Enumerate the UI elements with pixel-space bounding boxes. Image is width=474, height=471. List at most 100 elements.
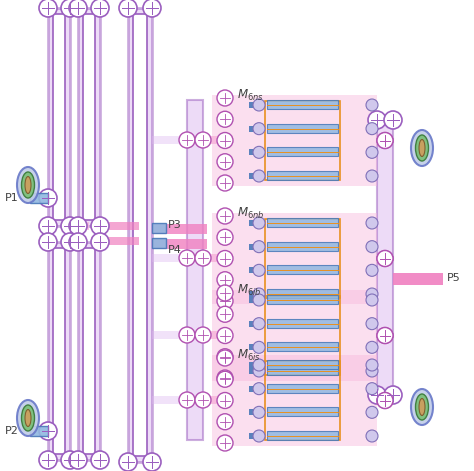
Ellipse shape (21, 405, 35, 431)
Circle shape (384, 111, 402, 129)
Bar (267, 384, 338, 393)
Circle shape (119, 453, 137, 471)
Bar (267, 124, 338, 133)
Text: $M_{6is}$: $M_{6is}$ (237, 348, 261, 363)
Circle shape (61, 451, 79, 469)
Bar (212, 355, 377, 446)
Circle shape (217, 370, 233, 386)
Circle shape (217, 414, 233, 430)
Bar (267, 431, 338, 440)
Circle shape (366, 382, 378, 395)
Bar (187, 100, 203, 440)
Bar (267, 100, 338, 109)
Bar (53, 248, 65, 454)
Circle shape (253, 430, 265, 442)
Circle shape (253, 382, 265, 395)
Bar (267, 342, 338, 351)
Circle shape (61, 0, 79, 17)
Circle shape (253, 264, 265, 276)
Circle shape (253, 288, 265, 300)
Text: P3: P3 (168, 220, 182, 230)
Circle shape (377, 327, 393, 343)
Ellipse shape (419, 139, 425, 156)
Bar (152, 136, 203, 144)
Circle shape (217, 251, 233, 267)
Text: $M_{6ns}$: $M_{6ns}$ (237, 88, 264, 103)
Bar (267, 407, 338, 416)
Circle shape (39, 233, 57, 251)
Circle shape (217, 371, 233, 387)
Bar (267, 171, 338, 180)
Bar (152, 224, 207, 234)
Bar (249, 433, 263, 439)
Circle shape (253, 217, 265, 229)
Bar (91, 222, 139, 230)
Circle shape (366, 146, 378, 158)
Bar (78, 8, 100, 226)
Circle shape (366, 294, 378, 306)
Bar (61, 222, 89, 230)
Bar (249, 368, 263, 374)
Circle shape (179, 250, 195, 266)
Ellipse shape (411, 389, 433, 425)
Circle shape (217, 132, 233, 148)
Bar (249, 173, 263, 179)
Circle shape (253, 170, 265, 182)
Bar (78, 242, 100, 460)
Text: $M_{6nb}$: $M_{6nb}$ (237, 206, 264, 221)
Bar (265, 296, 340, 375)
Bar (267, 366, 338, 375)
Circle shape (217, 90, 233, 106)
Circle shape (91, 0, 109, 17)
Bar (83, 14, 95, 220)
Text: $M_{6ib}$: $M_{6ib}$ (237, 283, 262, 298)
Bar (152, 254, 203, 262)
Circle shape (179, 392, 195, 408)
Bar (267, 218, 338, 227)
Bar (133, 14, 147, 456)
Bar (203, 396, 233, 404)
Ellipse shape (21, 172, 35, 198)
Bar (265, 101, 340, 180)
Bar (152, 239, 207, 249)
Circle shape (366, 99, 378, 111)
Circle shape (217, 350, 233, 366)
Circle shape (377, 327, 393, 343)
Bar (249, 268, 263, 273)
Circle shape (253, 365, 265, 377)
Circle shape (217, 111, 233, 127)
Bar (265, 361, 340, 440)
Circle shape (39, 451, 57, 469)
Circle shape (217, 272, 233, 288)
Ellipse shape (17, 167, 39, 203)
Circle shape (217, 154, 233, 170)
Circle shape (217, 293, 233, 309)
Circle shape (366, 406, 378, 418)
Circle shape (39, 0, 57, 17)
Bar (267, 289, 338, 298)
Circle shape (384, 386, 402, 404)
Circle shape (377, 132, 393, 148)
Circle shape (69, 233, 87, 251)
Text: P4: P4 (168, 245, 182, 255)
Bar (249, 220, 263, 226)
Circle shape (253, 146, 265, 158)
Bar (212, 95, 377, 186)
Circle shape (69, 217, 87, 235)
Bar (267, 360, 338, 369)
Circle shape (253, 406, 265, 418)
Bar (249, 297, 263, 303)
Circle shape (61, 217, 79, 235)
Bar (249, 244, 263, 250)
Bar (53, 14, 65, 220)
Circle shape (366, 341, 378, 353)
Circle shape (195, 132, 211, 148)
Circle shape (253, 99, 265, 111)
Bar (152, 223, 166, 233)
Circle shape (366, 217, 378, 229)
Circle shape (195, 392, 211, 408)
Ellipse shape (17, 400, 39, 436)
Circle shape (217, 327, 233, 343)
Bar (83, 248, 95, 454)
Circle shape (217, 175, 233, 191)
